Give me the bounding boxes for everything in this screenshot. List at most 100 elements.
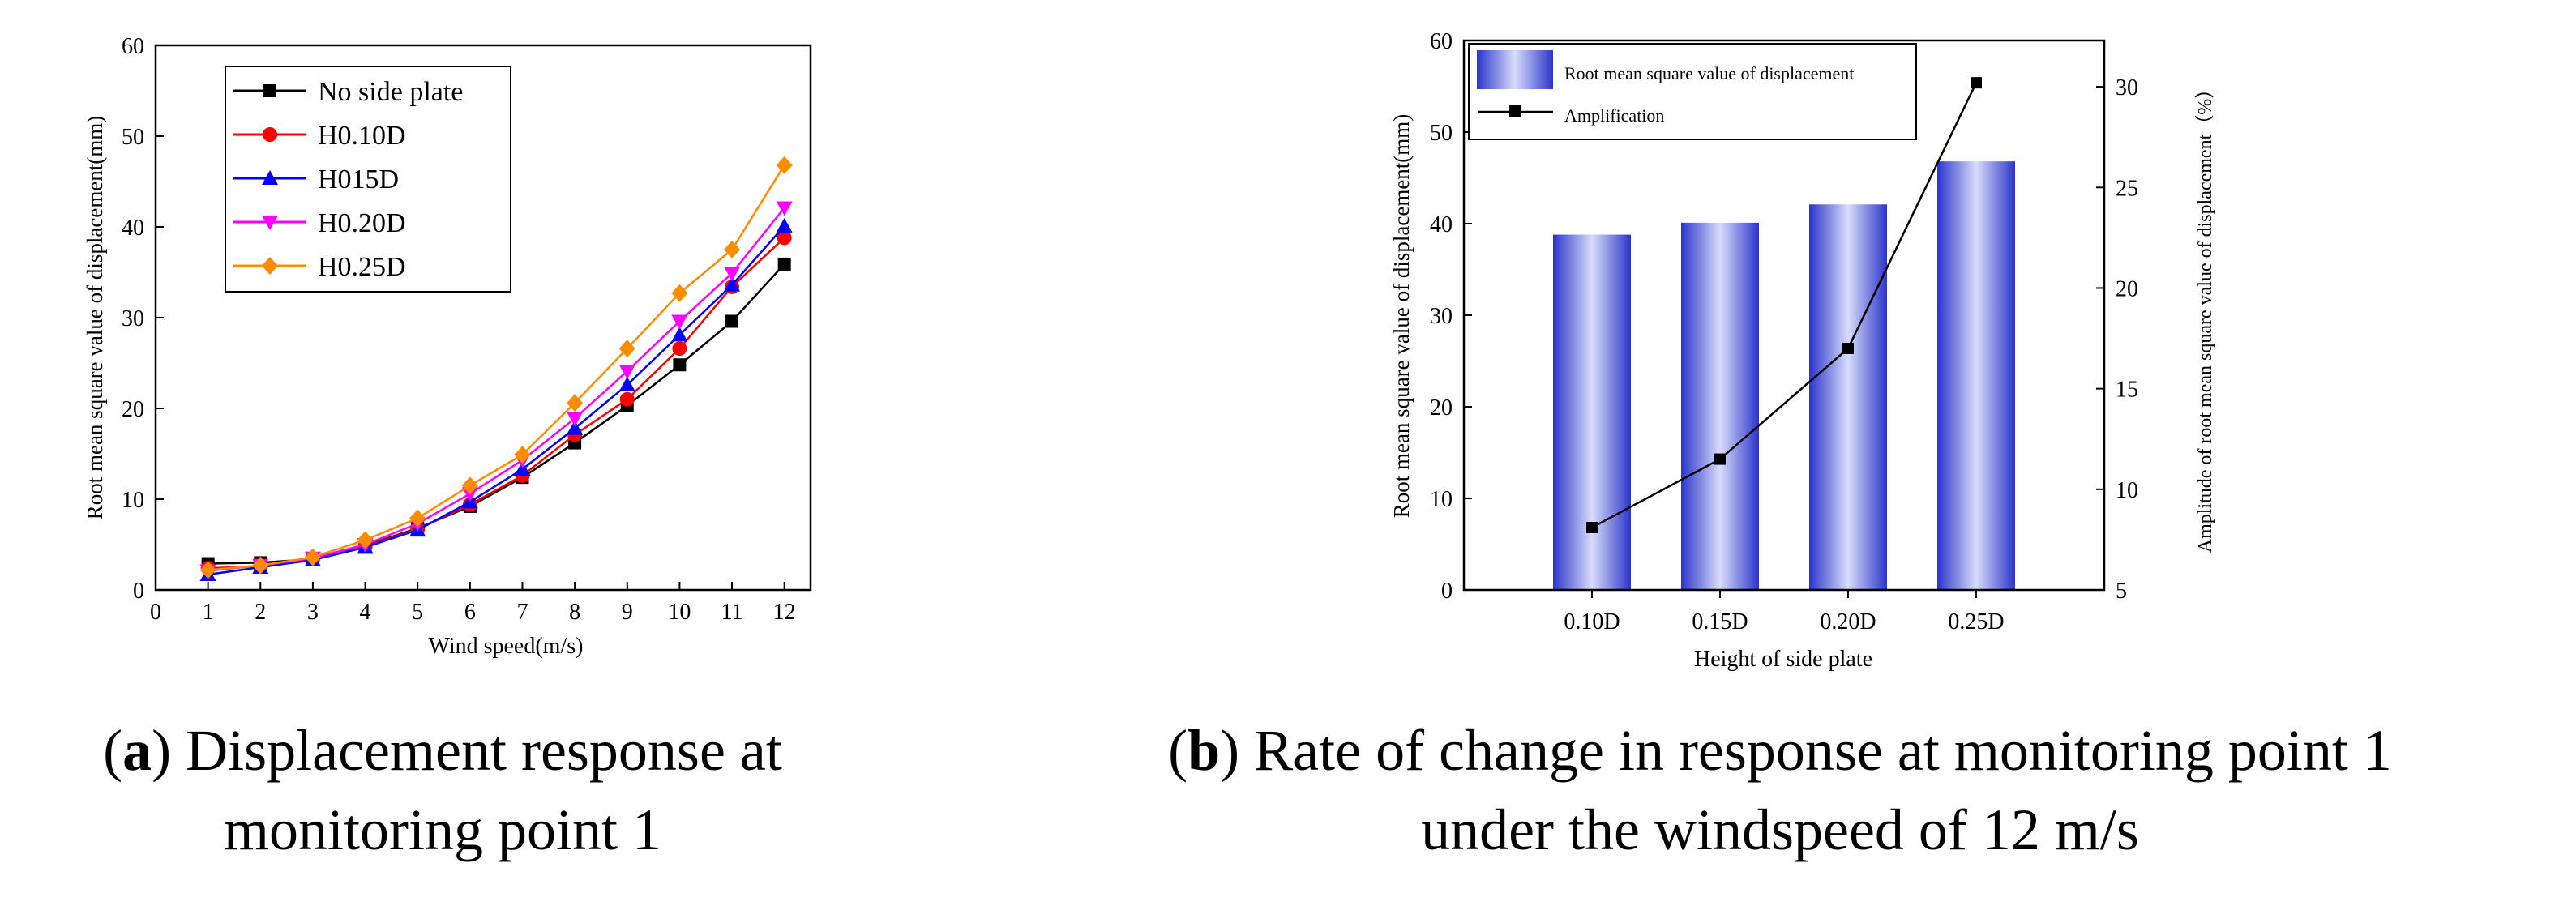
chart-b-right-tick-label: 10 <box>2116 478 2138 503</box>
chart-a-point-0 <box>725 314 739 328</box>
chart-a-legend-marker <box>263 127 277 142</box>
chart-a-point-4 <box>357 531 374 549</box>
chart-a-point-4 <box>461 476 478 495</box>
chart-b-right-y-ticks: 5 10 15 20 25 30 <box>2096 75 2138 604</box>
chart-b-left-tick-label: 0 <box>1441 579 1453 604</box>
caption-a-line1: (a) Displacement response at <box>103 718 782 783</box>
chart-a-x-axis-label: Wind speed(m/s) <box>429 634 584 659</box>
chart-a-point-2 <box>671 327 688 342</box>
chart-b-left-tick-label: 50 <box>1430 121 1453 146</box>
chart-b-bar <box>1809 204 1887 590</box>
caption-a: (a) Displacement response at monitoring … <box>103 718 782 862</box>
chart-a-point-2 <box>514 461 531 476</box>
chart-b-rate-of-change: 0 10 20 30 40 50 60 5 10 15 20 25 30 0.10D 0.15D 0.20… <box>1389 29 2216 672</box>
caption-a-letter: a <box>122 718 152 783</box>
chart-a-point-4 <box>304 548 321 566</box>
chart-a-point-3 <box>567 412 584 427</box>
chart-b-left-tick-label: 20 <box>1430 395 1453 421</box>
chart-b-x-tick-label: 0.25D <box>1948 609 2004 634</box>
chart-a-x-ticks: 0 1 2 3 4 5 6 7 8 9 10 11 12 <box>150 582 796 625</box>
chart-a-legend: No side plate H0.10D H015D H0.20D H0.25D <box>225 66 511 293</box>
chart-a-legend-label: H015D <box>318 164 399 194</box>
chart-a-point-2 <box>618 376 635 391</box>
chart-a-point-4 <box>618 340 635 358</box>
chart-b-right-tick-label: 15 <box>2116 378 2138 403</box>
chart-a-legend-marker <box>262 216 278 230</box>
chart-a-point-3 <box>461 487 478 502</box>
chart-b-legend-bar-label: Root mean square value of displacement <box>1564 63 1854 83</box>
chart-b-left-tick-label: 10 <box>1430 487 1453 512</box>
chart-b-left-tick-label: 30 <box>1430 304 1453 329</box>
chart-a-x-tick-label: 2 <box>255 600 266 625</box>
chart-b-bar <box>1553 234 1631 590</box>
chart-a-x-tick-label: 3 <box>307 600 319 625</box>
chart-a-point-1 <box>619 391 635 407</box>
chart-a-y-tick-label: 40 <box>122 216 144 241</box>
chart-a-series-line-0 <box>208 263 785 565</box>
chart-b-right-tick-label: 5 <box>2116 579 2127 604</box>
chart-a-point-3 <box>671 314 688 330</box>
chart-a-series <box>199 156 793 581</box>
caption-b-text: Rate of change in response at monitoring… <box>1239 718 2392 783</box>
caption-b-line1: (b) Rate of change in response at monito… <box>1168 718 2392 783</box>
chart-a-y-axis-label: Root mean square value of displacement(m… <box>83 116 107 520</box>
chart-b-bars <box>1553 161 2015 590</box>
chart-a-x-tick-label: 12 <box>773 600 796 625</box>
chart-b-x-tick-label: 0.10D <box>1564 609 1620 634</box>
chart-b-legend-line-label: Amplification <box>1564 105 1664 126</box>
chart-a-x-tick-label: 10 <box>668 600 691 625</box>
chart-a-x-tick-label: 5 <box>412 600 423 625</box>
chart-a-y-tick-label: 30 <box>122 306 144 331</box>
chart-b-amplification-point <box>1714 453 1726 465</box>
chart-b-legend: Root mean square value of displacement A… <box>1468 43 1917 140</box>
chart-a-point-4 <box>199 561 216 579</box>
chart-a-point-1 <box>777 230 792 246</box>
chart-a-x-tick-label: 8 <box>569 600 580 625</box>
chart-a-legend-label: H0.25D <box>318 252 406 282</box>
chart-b-bar <box>1681 222 1759 590</box>
chart-a-series-line-4 <box>208 164 785 571</box>
chart-a-x-tick-label: 4 <box>360 600 371 625</box>
chart-a-y-tick-label: 0 <box>133 579 144 604</box>
chart-a-point-2 <box>724 276 741 292</box>
chart-b-right-tick-label: 25 <box>2116 176 2138 201</box>
chart-a-point-4 <box>514 446 531 464</box>
chart-a-point-4 <box>776 156 793 174</box>
chart-a-point-3 <box>618 365 635 380</box>
chart-b-left-y-axis-label: Root mean square value of displacement(m… <box>1389 114 1414 519</box>
chart-a-legend-marker <box>263 84 276 97</box>
chart-b-x-tick-label: 0.20D <box>1820 609 1876 634</box>
chart-b-legend-bar-swatch <box>1477 50 1553 89</box>
chart-a-x-tick-label: 0 <box>150 600 161 625</box>
chart-a-x-tick-label: 1 <box>203 600 214 625</box>
chart-b-right-tick-label: 20 <box>2116 276 2138 301</box>
chart-a-point-3 <box>776 201 793 216</box>
chart-b-left-tick-label: 60 <box>1430 29 1453 54</box>
chart-b-left-tick-label: 40 <box>1430 212 1453 237</box>
chart-a-point-4 <box>409 509 426 528</box>
chart-a-point-0 <box>673 358 687 372</box>
chart-a-point-0 <box>777 257 791 271</box>
chart-b-right-y-axis-label: Amplitude of root mean square value of d… <box>2195 79 2216 553</box>
caption-a-text: Displacement response at <box>171 718 782 783</box>
chart-a-point-3 <box>724 267 741 282</box>
chart-b-amplification-point <box>1842 342 1854 354</box>
chart-b-bar <box>1937 161 2015 590</box>
chart-a-y-tick-label: 50 <box>122 125 144 150</box>
caption-b: (b) Rate of change in response at monito… <box>1168 718 2392 862</box>
chart-a-legend-label: H0.20D <box>318 208 406 238</box>
chart-a-point-2 <box>776 217 793 233</box>
chart-a-point-4 <box>724 241 741 258</box>
chart-a-x-tick-label: 7 <box>516 600 528 625</box>
chart-b-x-tick-label: 0.15D <box>1692 609 1748 634</box>
caption-b-letter: b <box>1187 718 1220 783</box>
chart-b-x-ticks: 0.10D 0.15D 0.20D 0.25D <box>1564 590 2005 634</box>
chart-a-point-4 <box>671 284 688 302</box>
chart-a-legend-marker <box>262 257 278 275</box>
chart-b-amplification-polyline <box>1591 82 1978 529</box>
chart-a-x-tick-label: 11 <box>721 600 743 625</box>
chart-a-point-4 <box>567 394 584 412</box>
chart-a-point-4 <box>252 556 269 575</box>
caption-a-line2: monitoring point 1 <box>224 797 661 862</box>
